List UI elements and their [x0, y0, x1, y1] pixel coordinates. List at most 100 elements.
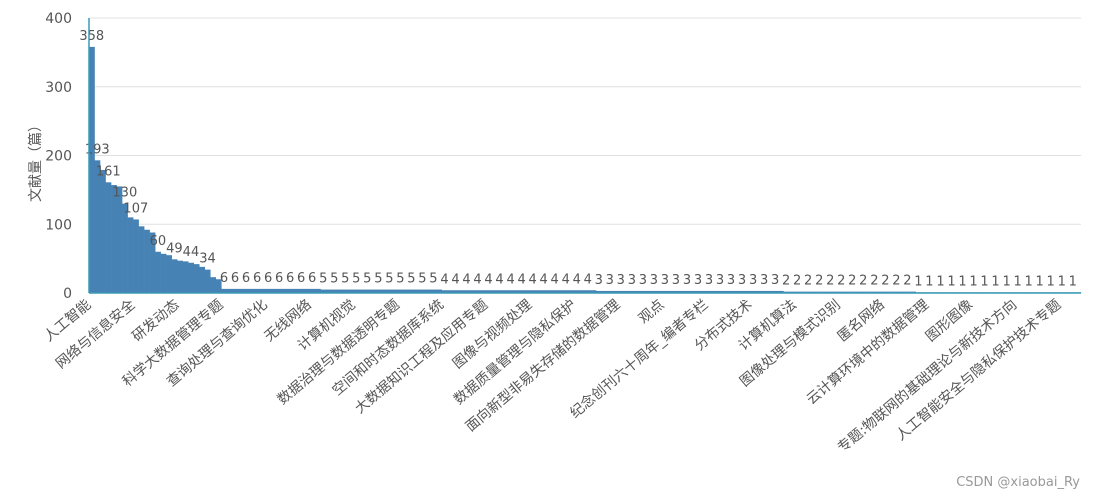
- bar: [777, 290, 784, 293]
- bar: [744, 290, 751, 293]
- bar: [596, 290, 602, 293]
- bar: [645, 290, 652, 293]
- bar: [557, 290, 564, 293]
- bar: [684, 290, 691, 293]
- bar: [364, 289, 371, 293]
- value-label: 6: [264, 271, 272, 286]
- bar: [695, 290, 702, 293]
- bar: [485, 290, 492, 293]
- bar: [281, 288, 288, 293]
- value-label: 2: [793, 274, 801, 289]
- value-label: 3: [727, 273, 735, 288]
- bar: [370, 289, 376, 293]
- bar: [590, 290, 597, 293]
- value-label: 2: [870, 274, 878, 289]
- bar: [254, 288, 261, 293]
- bar: [640, 290, 646, 293]
- value-label: 1: [980, 274, 988, 289]
- value-label: 44: [183, 245, 200, 260]
- value-label: 1: [936, 274, 944, 289]
- value-label: 5: [396, 272, 404, 287]
- y-tick-label: 100: [45, 217, 72, 233]
- bar: [452, 290, 459, 293]
- value-label: 5: [374, 272, 382, 287]
- bar: [155, 251, 161, 293]
- bar: [573, 290, 580, 293]
- bar: [309, 288, 316, 293]
- bar: [524, 290, 531, 293]
- bar: [353, 289, 360, 293]
- value-label: 1: [925, 274, 933, 289]
- bar: [248, 288, 255, 293]
- bar: [149, 232, 156, 293]
- value-label: 1: [991, 274, 999, 289]
- bar: [447, 290, 454, 293]
- value-label: 1: [1036, 274, 1044, 289]
- value-label: 5: [363, 272, 371, 287]
- bar: [700, 290, 707, 293]
- bar: [585, 290, 591, 293]
- bar: [711, 290, 718, 293]
- value-label: 1: [947, 274, 955, 289]
- bar: [518, 290, 525, 293]
- bar: [463, 290, 470, 293]
- y-tick-label: 400: [45, 11, 72, 27]
- bar: [766, 290, 773, 293]
- bar: [160, 253, 167, 293]
- value-label: 1: [1047, 274, 1055, 289]
- bar: [100, 169, 106, 293]
- bar: [772, 290, 779, 293]
- bar: [717, 290, 724, 293]
- value-label: 193: [85, 142, 110, 157]
- bar: [739, 290, 746, 293]
- bar: [386, 289, 393, 293]
- bar: [337, 289, 343, 293]
- value-label: 3: [694, 273, 702, 288]
- bar: [425, 289, 431, 293]
- bar: [397, 289, 404, 293]
- value-label: 2: [881, 274, 889, 289]
- value-label: 3: [749, 273, 757, 288]
- bar: [243, 288, 250, 293]
- value-label: 34: [199, 252, 216, 267]
- bar: [408, 289, 415, 293]
- bar: [138, 226, 145, 293]
- bar: [105, 182, 112, 293]
- bar: [491, 290, 498, 293]
- value-label: 1: [1069, 274, 1077, 289]
- value-label: 1: [1013, 274, 1021, 289]
- value-label: 2: [815, 274, 823, 289]
- bar: [270, 288, 277, 293]
- bar: [226, 288, 233, 293]
- value-label: 3: [606, 273, 614, 288]
- bar: [89, 46, 95, 293]
- bar: [634, 290, 641, 293]
- value-label: 4: [462, 272, 470, 287]
- bar: [166, 255, 172, 293]
- bar: [314, 288, 321, 293]
- bar: [325, 289, 332, 293]
- bar: [535, 290, 542, 293]
- value-label: 358: [79, 29, 104, 44]
- value-label: 3: [639, 273, 647, 288]
- value-label: 4: [584, 272, 592, 287]
- value-label: 130: [112, 186, 137, 201]
- bar: [755, 290, 762, 293]
- value-label: 2: [804, 274, 812, 289]
- bar: [127, 217, 134, 293]
- bar: [122, 203, 128, 293]
- value-label: 2: [837, 274, 845, 289]
- y-tick-label: 0: [63, 286, 72, 302]
- bar: [496, 290, 503, 293]
- bar: [215, 279, 222, 293]
- bar: [436, 289, 443, 293]
- y-tick-label: 200: [45, 149, 72, 165]
- value-label: 3: [716, 273, 724, 288]
- bar: [733, 290, 740, 293]
- bar: [133, 219, 139, 293]
- bar: [562, 290, 569, 293]
- bar: [210, 277, 217, 293]
- value-label: 6: [231, 271, 239, 286]
- value-label: 4: [484, 272, 492, 287]
- value-label: 4: [506, 272, 514, 287]
